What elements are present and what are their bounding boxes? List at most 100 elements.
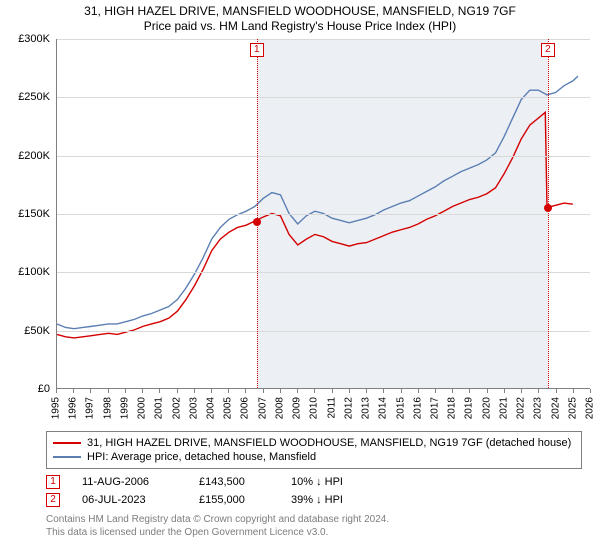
x-tick-label: 2008: [274, 397, 285, 419]
chart-container: 31, HIGH HAZEL DRIVE, MANSFIELD WOODHOUS…: [0, 0, 600, 560]
x-tick-mark: [573, 389, 574, 393]
y-tick-label: £100K: [18, 266, 50, 278]
y-tick-label: £200K: [18, 150, 50, 162]
x-tick-mark: [521, 389, 522, 393]
x-tick-mark: [487, 389, 488, 393]
x-tick-label: 2026: [585, 397, 596, 419]
x-tick-mark: [211, 389, 212, 393]
event-marker-box: 2: [541, 43, 555, 57]
x-tick-label: 2017: [429, 397, 440, 419]
x-tick-label: 2014: [378, 397, 389, 419]
x-tick-mark: [263, 389, 264, 393]
x-tick-mark: [314, 389, 315, 393]
legend-item: HPI: Average price, detached house, Mans…: [53, 450, 575, 464]
event-vline: [548, 39, 549, 388]
title-subtitle: Price paid vs. HM Land Registry's House …: [10, 19, 590, 33]
footnote: Contains HM Land Registry data © Crown c…: [46, 513, 582, 539]
x-tick-mark: [504, 389, 505, 393]
y-tick-label: £0: [38, 383, 50, 395]
x-tick-mark: [142, 389, 143, 393]
x-tick-label: 2011: [326, 397, 337, 419]
plot-area: 12: [56, 39, 590, 389]
x-tick-mark: [56, 389, 57, 393]
x-tick-mark: [435, 389, 436, 393]
x-tick-mark: [401, 389, 402, 393]
legend-item: 31, HIGH HAZEL DRIVE, MANSFIELD WOODHOUS…: [53, 436, 575, 450]
x-tick-label: 2000: [137, 397, 148, 419]
x-tick-mark: [297, 389, 298, 393]
x-tick-mark: [245, 389, 246, 393]
event-delta: 39% ↓ HPI: [291, 494, 343, 506]
footnote-line2: This data is licensed under the Open Gov…: [46, 526, 582, 539]
gridline-h: [57, 97, 590, 98]
event-number-box: 2: [46, 493, 60, 507]
x-tick-mark: [383, 389, 384, 393]
series-property: [57, 112, 573, 338]
gridline-h: [57, 331, 590, 332]
events-table: 111-AUG-2006£143,50010% ↓ HPI206-JUL-202…: [46, 475, 582, 507]
x-tick-label: 2018: [447, 397, 458, 419]
event-row: 2 06-JUL-2023 £155,000 39% ↓ HPI: [46, 493, 582, 507]
y-tick-label: £150K: [18, 208, 50, 220]
event-marker-dot: [544, 204, 552, 212]
y-axis: £0£50K£100K£150K£200K£250K£300K: [10, 39, 54, 389]
x-tick-mark: [332, 389, 333, 393]
event-vline: [257, 39, 258, 388]
x-tick-label: 1996: [68, 397, 79, 419]
x-tick-mark: [159, 389, 160, 393]
x-tick-label: 2009: [292, 397, 303, 419]
x-tick-label: 2016: [412, 397, 423, 419]
x-tick-label: 2003: [188, 397, 199, 419]
x-tick-mark: [177, 389, 178, 393]
legend-label: 31, HIGH HAZEL DRIVE, MANSFIELD WOODHOUS…: [87, 436, 571, 450]
x-tick-label: 2019: [464, 397, 475, 419]
x-tick-mark: [73, 389, 74, 393]
x-tick-label: 1995: [51, 397, 62, 419]
event-price: £143,500: [199, 476, 269, 488]
event-marker-box: 1: [250, 43, 264, 57]
x-tick-mark: [280, 389, 281, 393]
event-date: 06-JUL-2023: [82, 494, 177, 506]
x-tick-label: 2013: [361, 397, 372, 419]
x-tick-label: 2010: [309, 397, 320, 419]
x-tick-mark: [90, 389, 91, 393]
gridline-h: [57, 39, 590, 40]
x-tick-mark: [228, 389, 229, 393]
x-tick-mark: [452, 389, 453, 393]
x-tick-label: 2001: [154, 397, 165, 419]
x-tick-label: 1997: [85, 397, 96, 419]
x-tick-mark: [194, 389, 195, 393]
x-tick-mark: [125, 389, 126, 393]
x-axis: 1995199619971998199920002001200220032004…: [56, 391, 590, 429]
x-tick-label: 2004: [206, 397, 217, 419]
x-tick-mark: [590, 389, 591, 393]
event-marker-dot: [253, 218, 261, 226]
x-tick-label: 2012: [343, 397, 354, 419]
legend-swatch: [53, 442, 81, 444]
x-tick-label: 2015: [395, 397, 406, 419]
legend: 31, HIGH HAZEL DRIVE, MANSFIELD WOODHOUS…: [46, 431, 582, 469]
chart-area: £0£50K£100K£150K£200K£250K£300K 12 19951…: [10, 39, 590, 429]
y-tick-label: £300K: [18, 33, 50, 45]
y-tick-label: £50K: [24, 325, 50, 337]
x-tick-mark: [108, 389, 109, 393]
titles: 31, HIGH HAZEL DRIVE, MANSFIELD WOODHOUS…: [0, 0, 600, 35]
x-tick-label: 2006: [240, 397, 251, 419]
gridline-h: [57, 156, 590, 157]
x-tick-mark: [366, 389, 367, 393]
x-tick-label: 2005: [223, 397, 234, 419]
x-tick-label: 2024: [550, 397, 561, 419]
x-tick-label: 2025: [567, 397, 578, 419]
series-hpi: [57, 76, 578, 328]
x-tick-label: 2023: [533, 397, 544, 419]
gridline-h: [57, 272, 590, 273]
event-price: £155,000: [199, 494, 269, 506]
legend-label: HPI: Average price, detached house, Mans…: [87, 450, 316, 464]
legend-swatch: [53, 456, 81, 458]
x-tick-label: 2021: [498, 397, 509, 419]
x-tick-mark: [349, 389, 350, 393]
event-delta: 10% ↓ HPI: [291, 476, 343, 488]
x-tick-mark: [418, 389, 419, 393]
x-tick-label: 1999: [119, 397, 130, 419]
gridline-h: [57, 214, 590, 215]
